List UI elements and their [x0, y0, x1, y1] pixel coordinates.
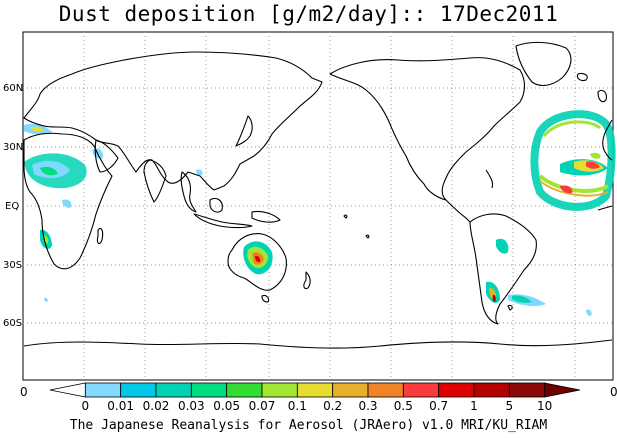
- colorbar: 0 0 0 0.01 0.02 0.03 0.05 0.07 0.1 0.2 0.3 0.5 0.7…: [20, 382, 617, 413]
- colorbar-level-label: 0.1: [288, 399, 307, 413]
- colorbar-swatch: [120, 382, 157, 398]
- dust-shading: [24, 110, 616, 316]
- lat-label-30n: 30N: [3, 142, 23, 153]
- colorbar-swatch: [544, 382, 581, 398]
- colorbar-swatch: [332, 382, 369, 398]
- colorbar-swatch: [508, 382, 546, 398]
- colorbar-level-label: 0.5: [394, 399, 413, 413]
- colorbar-level-label: 0.7: [429, 399, 448, 413]
- colorbar-level-label: 0: [82, 399, 90, 413]
- colorbar-swatch: [261, 382, 298, 398]
- colorbar-swatch: [402, 382, 440, 398]
- colorbar-level-label: 0.05: [213, 399, 240, 413]
- colorbar-swatch: [190, 382, 228, 398]
- colorbar-level-label: 1: [470, 399, 478, 413]
- colorbar-end-label-right: 0: [610, 385, 617, 399]
- colorbar-level-label: 0.01: [107, 399, 134, 413]
- colorbar-end-label-left: 0: [20, 385, 28, 399]
- colorbar-level-label: 10: [537, 399, 552, 413]
- colorbar-swatch: [473, 382, 510, 398]
- coastlines: [23, 41, 613, 349]
- colorbar-swatch: [438, 382, 475, 398]
- colorbar-swatch: [84, 382, 122, 398]
- colorbar-level-label: 0.2: [323, 399, 342, 413]
- colorbar-level-label: 0.03: [178, 399, 205, 413]
- lat-label-eq: EQ: [5, 201, 19, 212]
- map-title: Dust deposition [g/m2/day]:: 17Dec2011: [58, 2, 559, 26]
- lat-label-30s: 30S: [3, 260, 22, 271]
- lat-label-60s: 60S: [3, 318, 22, 329]
- colorbar-swatch: [367, 382, 404, 398]
- colorbar-level-label: 0.07: [249, 399, 276, 413]
- credit-line: The Japanese Reanalysis for Aerosol (JRA…: [69, 418, 548, 433]
- colorbar-level-label: 0.02: [143, 399, 170, 413]
- colorbar-level-label: 0.3: [358, 399, 377, 413]
- colorbar-swatch: [155, 382, 192, 398]
- colorbar-swatch: [296, 382, 334, 398]
- colorbar-swatch: [226, 382, 263, 398]
- colorbar-level-label: 5: [506, 399, 514, 413]
- lat-label-60n: 60N: [3, 83, 23, 94]
- colorbar-swatch: [49, 382, 86, 398]
